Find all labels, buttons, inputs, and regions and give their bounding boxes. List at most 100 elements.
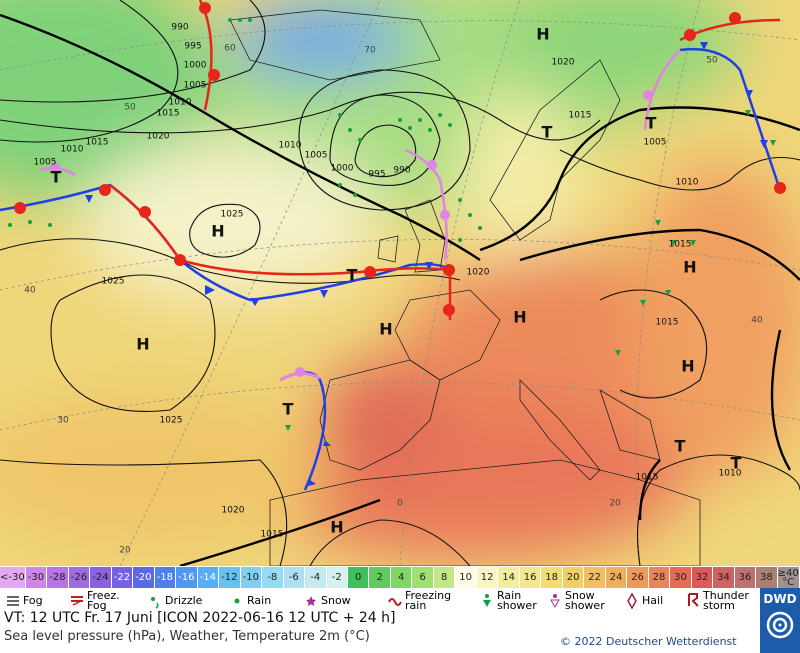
- scale-cell: 6: [412, 567, 434, 588]
- dwd-logo: DWD: [760, 588, 800, 653]
- scale-cell: 16: [519, 567, 542, 588]
- legend-item: Rain shower: [480, 589, 547, 612]
- scale-cell: 4: [390, 567, 413, 588]
- isobar-label: 1000: [331, 164, 354, 174]
- legend-icon: [388, 598, 402, 606]
- graticule-label: 40: [751, 316, 763, 326]
- scale-cell: -18: [154, 567, 177, 588]
- coastlines: [229, 9, 701, 566]
- legend-icon: [306, 596, 316, 606]
- scale-cell: 2: [369, 567, 391, 588]
- pressure-center: H: [136, 335, 149, 354]
- legend-label: Fog: [23, 593, 43, 607]
- isobar-label: 1010: [279, 141, 302, 151]
- isobar-label: 1005: [184, 81, 207, 91]
- isobar-label: 990: [393, 166, 410, 176]
- scale-cell: 32: [691, 567, 714, 588]
- isobar-label: 1015: [669, 240, 692, 250]
- scale-cell: 28: [648, 567, 671, 588]
- isobar-label: 1025: [221, 210, 244, 220]
- scale-cell: 14: [498, 567, 520, 588]
- legend-item: Drizzle: [148, 589, 215, 612]
- scale-cell: 34: [713, 567, 735, 588]
- isobar-label: 1010: [169, 98, 192, 108]
- isobar-label: 1005: [644, 138, 667, 148]
- pressure-center: H: [211, 222, 224, 241]
- isobar-label: 1015: [656, 318, 679, 328]
- pressure-center: T: [675, 437, 686, 456]
- scale-cell: -14: [197, 567, 220, 588]
- description: Sea level pressure (hPa), Weather, Tempe…: [4, 629, 370, 644]
- legend-icon: [627, 592, 637, 609]
- pressure-center: T: [731, 454, 742, 473]
- legend-label: Freez. Fog: [87, 588, 120, 612]
- scale-cell: -8: [262, 567, 284, 588]
- isobar-label: 1020: [147, 132, 170, 142]
- isobar-label: 995: [368, 170, 385, 180]
- isobar-label: 1010: [676, 178, 699, 188]
- fronts: [0, 0, 786, 491]
- pressure-center: H: [330, 518, 343, 537]
- valid-time: VT: 12 UTC Fr. 17 Juni [ICON 2022-06-16 …: [4, 610, 396, 626]
- graticule-label: 30: [57, 416, 69, 426]
- legend-label: Rain: [247, 593, 272, 607]
- weather-symbols: [8, 18, 776, 431]
- graticule-label: 50: [706, 56, 718, 66]
- scale-cell: 22: [584, 567, 606, 588]
- scale-cell: 20: [562, 567, 585, 588]
- legend-label: Thunder storm: [703, 588, 749, 612]
- legend-label: Hail: [642, 593, 664, 607]
- legend-icon: [151, 597, 159, 609]
- isobar-label: 1015: [261, 530, 284, 540]
- scale-cell: 30: [670, 567, 692, 588]
- legend-item: Freezing rain: [388, 589, 455, 612]
- legend-icon: [483, 594, 491, 607]
- scale-cell: 12: [476, 567, 499, 588]
- scale-cell: 0: [347, 567, 370, 588]
- scale-cell: -4: [305, 567, 327, 588]
- major-isobars: [0, 13, 800, 566]
- copyright: © 2022 Deutscher Wetterdienst: [560, 635, 737, 648]
- scale-cell: ≥40 °C: [777, 567, 800, 588]
- scale-cell: 38: [756, 567, 778, 588]
- isobar-label: 1020: [222, 506, 245, 516]
- pressure-center: H: [513, 308, 526, 327]
- legend-label: Snow: [321, 593, 351, 607]
- legend-item: Rain: [230, 589, 297, 612]
- legend-icon: [688, 593, 699, 607]
- scale-cell: <-30: [0, 567, 26, 588]
- pressure-center: H: [536, 25, 549, 44]
- scale-cell: -20: [133, 567, 155, 588]
- legend-icon: [7, 596, 19, 606]
- scale-cell: -28: [47, 567, 69, 588]
- scale-cell: 8: [433, 567, 456, 588]
- graticule-label: 20: [609, 499, 621, 509]
- pressure-center: T: [51, 168, 62, 187]
- scale-cell: -6: [283, 567, 306, 588]
- isobar-label: 1015: [157, 109, 180, 119]
- legend-icon: [71, 596, 83, 606]
- scale-cell: 26: [627, 567, 649, 588]
- isobar-label: 1010: [61, 145, 84, 155]
- scale-cell: 24: [605, 567, 628, 588]
- legend-item: Snow shower: [548, 589, 615, 612]
- isobar-label: 995: [184, 42, 201, 52]
- scale-cell: -16: [176, 567, 198, 588]
- scale-cell: -24: [90, 567, 112, 588]
- isobar-label: 1015: [636, 473, 659, 483]
- legend-item: Thunder storm: [686, 589, 753, 612]
- graticule-label: 50: [124, 103, 136, 113]
- pressure-center: T: [347, 266, 358, 285]
- scale-cell: -26: [68, 567, 91, 588]
- isobar-label: 1010: [719, 469, 742, 479]
- scale-cell: 36: [734, 567, 757, 588]
- isobar-label: 1020: [552, 58, 575, 68]
- legend-item: Freez. Fog: [70, 589, 137, 612]
- isobar-label: 1015: [86, 138, 109, 148]
- pressure-center: H: [683, 258, 696, 277]
- scale-cell: 10: [455, 567, 477, 588]
- pressure-center: H: [681, 357, 694, 376]
